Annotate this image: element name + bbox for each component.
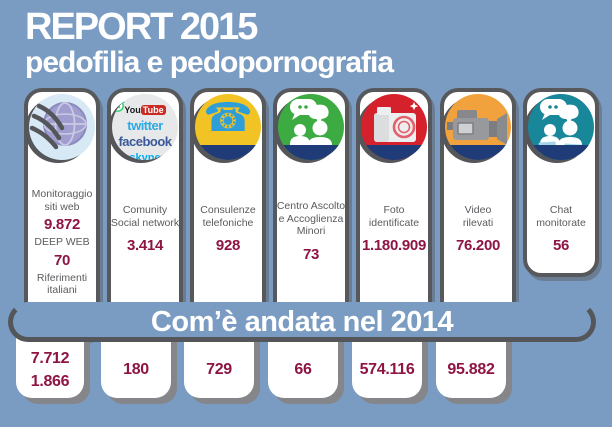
column-chat-monitorate: Chat monitorate 56 bbox=[523, 88, 599, 277]
twitter-logo: twitter bbox=[112, 100, 178, 134]
telephone-icon: ☎ bbox=[195, 94, 261, 160]
value-2015: 56 bbox=[552, 237, 570, 255]
circle-band bbox=[445, 145, 511, 160]
column-monitoraggio-siti-web: Monitoraggio siti web 9.872 DEEP WEB 70 … bbox=[24, 88, 100, 340]
value-2014: 95.882 bbox=[447, 361, 495, 379]
banner-2014: Com’è andata nel 2014 bbox=[8, 302, 596, 342]
globe-icon bbox=[29, 94, 95, 160]
title-block: REPORT 2015 pedofilia e pedopornografia bbox=[25, 6, 394, 79]
facebook-logo: facebook bbox=[118, 134, 172, 149]
circle-band bbox=[195, 145, 261, 160]
circle-band bbox=[528, 145, 594, 160]
value-2014: 7.712 1.866 bbox=[30, 349, 70, 390]
value-2014: 180 bbox=[123, 361, 149, 379]
value-2015: 1.180.909 bbox=[361, 237, 427, 255]
value-2015: 928 bbox=[215, 237, 241, 255]
whatsapp-icon bbox=[112, 100, 124, 112]
chat-monitored-icon bbox=[528, 94, 594, 160]
column-label: Foto identificate bbox=[368, 204, 420, 229]
riferimenti-italiani-label: Riferimenti italiani bbox=[36, 271, 88, 297]
column-label: Monitoraggio siti web bbox=[31, 188, 93, 213]
value-2014: 66 bbox=[294, 361, 312, 379]
deep-web-label: DEEP WEB bbox=[34, 236, 90, 249]
value-2015: 76.200 bbox=[455, 237, 501, 255]
video-camera-icon bbox=[445, 94, 511, 160]
page-title: REPORT 2015 bbox=[25, 6, 258, 48]
circle-band bbox=[278, 145, 344, 160]
banner-text: Com’è andata nel 2014 bbox=[150, 306, 454, 338]
column-foto-identificate: Foto identificate 1.180.909 bbox=[356, 88, 432, 340]
column-centro-ascolto: Centro Ascolto e Accoglienza Minori 73 bbox=[273, 88, 349, 340]
skype-whatsapp-logos: skype bbox=[112, 100, 178, 160]
camera-icon bbox=[361, 94, 427, 160]
column-label: Video rilevati bbox=[462, 204, 494, 229]
column-label: Consulenze telefoniche bbox=[200, 204, 256, 229]
value-2015: 9.872 bbox=[43, 216, 81, 234]
column-label: Centro Ascolto e Accoglienza Minori bbox=[276, 200, 346, 238]
value-2015: 3.414 bbox=[126, 237, 164, 255]
deep-web-value-2015: 70 bbox=[53, 251, 71, 269]
youtube-logo: You Tube bbox=[124, 105, 166, 115]
value-2014: 729 bbox=[206, 361, 232, 379]
column-video-rilevati: Video rilevati 76.200 bbox=[440, 88, 516, 340]
column-label: Comunity Social network bbox=[110, 204, 180, 229]
page-subtitle: pedofilia e pedopornografia bbox=[25, 46, 394, 79]
value-2014: 574.116 bbox=[359, 361, 415, 379]
circle-band bbox=[361, 145, 427, 160]
column-label: Chat monitorate bbox=[536, 204, 586, 229]
column-consulenze-telefoniche: ☎ Consulenze telefoniche 928 bbox=[190, 88, 266, 340]
chat-people-icon bbox=[278, 94, 344, 160]
value-2015: 73 bbox=[302, 245, 320, 263]
